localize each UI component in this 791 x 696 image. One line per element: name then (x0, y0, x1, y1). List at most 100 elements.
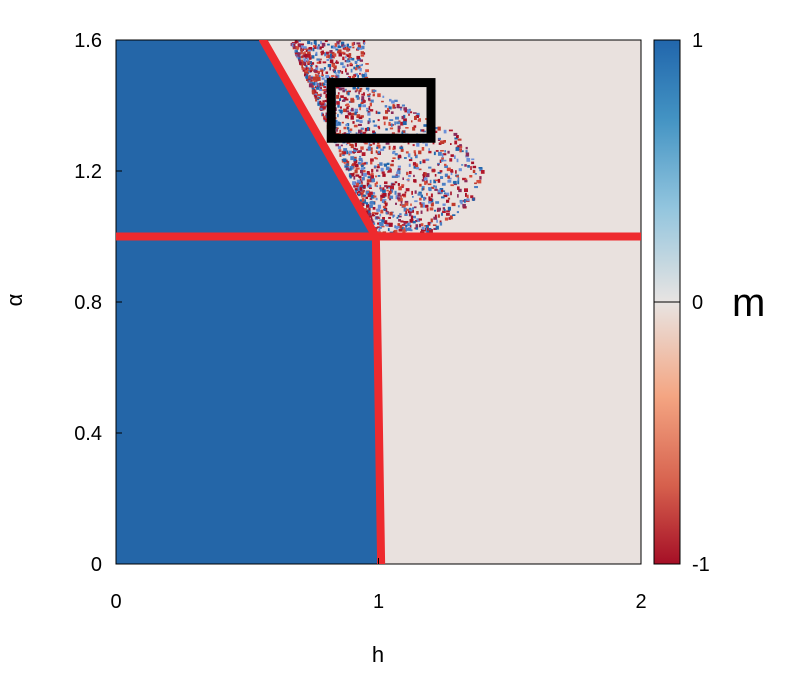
cloud-speckle (321, 42, 326, 47)
cloud-speckle (322, 106, 326, 110)
cloud-speckle (354, 111, 357, 115)
cloud-speckle (386, 162, 390, 165)
cloud-speckle (397, 155, 402, 159)
cloud-speckle (338, 52, 342, 57)
cloud-speckle (315, 93, 318, 96)
cloud-speckle (347, 91, 350, 96)
cloud-speckle (336, 86, 340, 89)
cloud-speckle (358, 157, 363, 162)
cloud-speckle (456, 135, 459, 139)
cloud-speckle (308, 76, 311, 79)
cloud-speckle (349, 166, 354, 170)
cloud-speckle (367, 127, 370, 131)
cloud-speckle (435, 150, 439, 152)
cloud-speckle (382, 217, 385, 220)
cloud-speckle (304, 51, 306, 54)
cloud-speckle (316, 61, 319, 64)
cloud-speckle (311, 82, 316, 86)
cloud-speckle (361, 98, 364, 102)
cloud-speckle (418, 218, 422, 221)
cloud-speckle (346, 103, 350, 106)
cloud-speckle (388, 121, 391, 126)
cloud-speckle (398, 170, 401, 175)
cloud-speckle (389, 98, 392, 102)
cloud-speckle (425, 118, 428, 120)
cloud-speckle (351, 107, 354, 112)
cloud-speckle (331, 50, 333, 53)
cloud-speckle (438, 137, 441, 140)
cloud-speckle (360, 102, 364, 104)
cloud-speckle (465, 146, 468, 150)
cloud-speckle (439, 188, 444, 191)
cloud-speckle (427, 227, 429, 232)
cloud-speckle (465, 152, 470, 157)
cloud-speckle (364, 141, 368, 145)
cloud-speckle (462, 177, 466, 181)
cloud-speckle (372, 207, 376, 210)
cloud-speckle (458, 145, 463, 149)
cloud-speckle (437, 214, 440, 218)
cloud-speckle (358, 91, 360, 95)
cloud-speckle (382, 189, 386, 193)
cloud-speckle (456, 175, 459, 178)
cloud-speckle (293, 45, 296, 49)
cloud-speckle (435, 225, 439, 230)
cloud-speckle (321, 74, 324, 76)
cloud-speckle (402, 177, 404, 180)
cloud-speckle (315, 65, 318, 68)
cloud-speckle (379, 162, 383, 166)
cloud-speckle (360, 127, 364, 130)
cloud-speckle (411, 120, 413, 123)
cloud-speckle (410, 203, 412, 206)
cloud-speckle (412, 144, 415, 147)
cloud-speckle (381, 225, 385, 228)
cloud-speckle (366, 209, 371, 214)
cloud-speckle (384, 181, 388, 185)
cloud-speckle (318, 75, 321, 79)
cloud-speckle (464, 188, 468, 192)
cloud-speckle (459, 149, 462, 153)
cloud-speckle (361, 182, 363, 185)
cloud-speckle (387, 192, 391, 197)
cloud-speckle (428, 198, 433, 202)
cloud-speckle (360, 129, 363, 133)
cloud-speckle (386, 186, 388, 189)
cloud-speckle (345, 159, 348, 163)
cloud-speckle (345, 53, 348, 56)
cloud-speckle (460, 150, 464, 153)
cloud-speckle (391, 100, 395, 104)
cloud-speckle (323, 116, 326, 120)
cloud-speckle (357, 185, 360, 189)
cloud-speckle (315, 74, 319, 78)
cloud-speckle (433, 227, 437, 230)
cloud-speckle (320, 41, 322, 45)
cloud-speckle (366, 202, 369, 205)
cloud-speckle (456, 211, 459, 214)
cloud-speckle (335, 100, 338, 104)
cloud-speckle (425, 225, 429, 229)
cloud-speckle (364, 127, 368, 132)
cloud-speckle (380, 197, 383, 202)
cloud-speckle (354, 188, 358, 191)
cloud-speckle (353, 149, 355, 151)
cloud-speckle (446, 212, 450, 216)
cloud-speckle (377, 204, 382, 209)
cloud-speckle (300, 63, 304, 66)
cloud-speckle (357, 44, 361, 48)
cloud-speckle (363, 162, 367, 165)
cloud-speckle (322, 113, 324, 117)
cloud-speckle (314, 73, 317, 76)
cloud-speckle (422, 159, 426, 164)
cloud-speckle (387, 195, 390, 199)
cloud-speckle (354, 159, 357, 162)
cloud-speckle (373, 201, 376, 205)
cloud-speckle (424, 172, 427, 176)
cloud-speckle (477, 179, 482, 184)
cloud-speckle (379, 222, 384, 226)
cloud-speckle (360, 46, 363, 50)
cloud-speckle (336, 128, 338, 132)
cloud-speckle (329, 57, 332, 60)
cloud-speckle (375, 150, 378, 154)
cloud-speckle (425, 158, 430, 161)
cloud-speckle (443, 208, 446, 212)
